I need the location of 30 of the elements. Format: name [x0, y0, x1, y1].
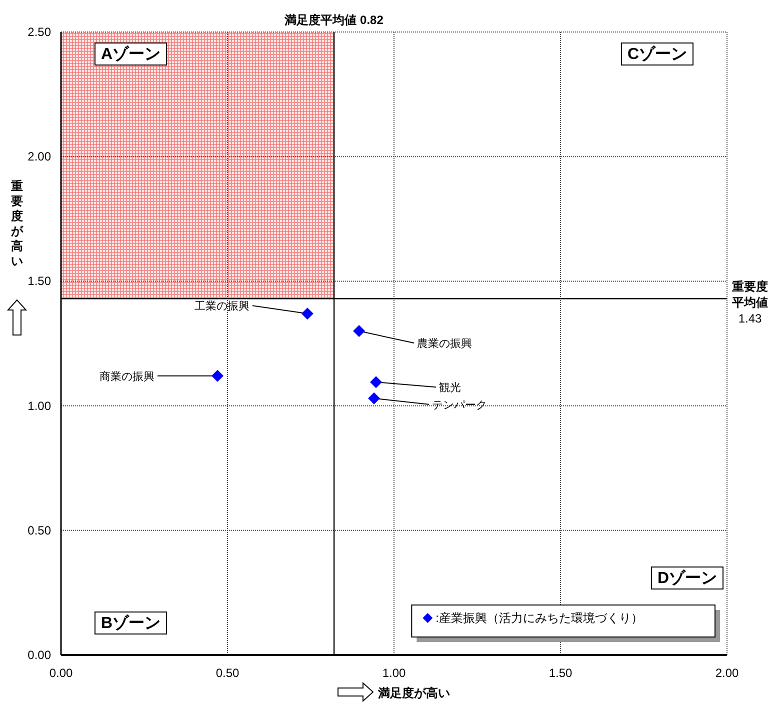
band-label: Aゾーン: [101, 45, 161, 63]
annotation: Bゾーン: [101, 614, 161, 632]
y-tick-label: 0.50: [28, 523, 52, 538]
point: [212, 370, 224, 382]
y-tick-label: 2.50: [28, 25, 52, 39]
y-tick-label: 0.00: [28, 648, 52, 662]
y-tick-label: 2.00: [28, 150, 52, 164]
y-tick-label: 1.50: [28, 274, 52, 288]
annotation: 農業の振興: [417, 337, 472, 350]
y-axis-title: 重要度が高い: [10, 179, 24, 268]
point: [370, 376, 382, 388]
point: [353, 325, 366, 338]
x-tick-label: 0.00: [49, 666, 73, 680]
annotation: 工業の振興: [194, 300, 250, 313]
x-tick-label: 1.50: [548, 666, 572, 680]
point: [368, 392, 380, 404]
x-tick-label: 2.00: [715, 666, 739, 680]
x-tick-label: 1.00: [382, 666, 406, 680]
legend-label: :産業振興（活力にみちた環境づくり）: [436, 611, 643, 625]
ref-line-label: 満足度平均値 0.82: [284, 13, 384, 27]
x-axis-title: 満足度が高い: [377, 686, 450, 700]
annotation: テンパーク: [432, 399, 488, 412]
ref-line-label: 重要度平均値 1.43: [731, 280, 768, 326]
y-tick-label: 1.00: [28, 398, 52, 413]
annotation: 商業の振興: [100, 370, 155, 383]
annotation: Cゾーン: [627, 45, 687, 63]
annotation: 観光: [439, 381, 462, 394]
point: [301, 308, 314, 320]
annotation: Dゾーン: [657, 569, 717, 587]
x-tick-label: 0.50: [216, 666, 240, 680]
